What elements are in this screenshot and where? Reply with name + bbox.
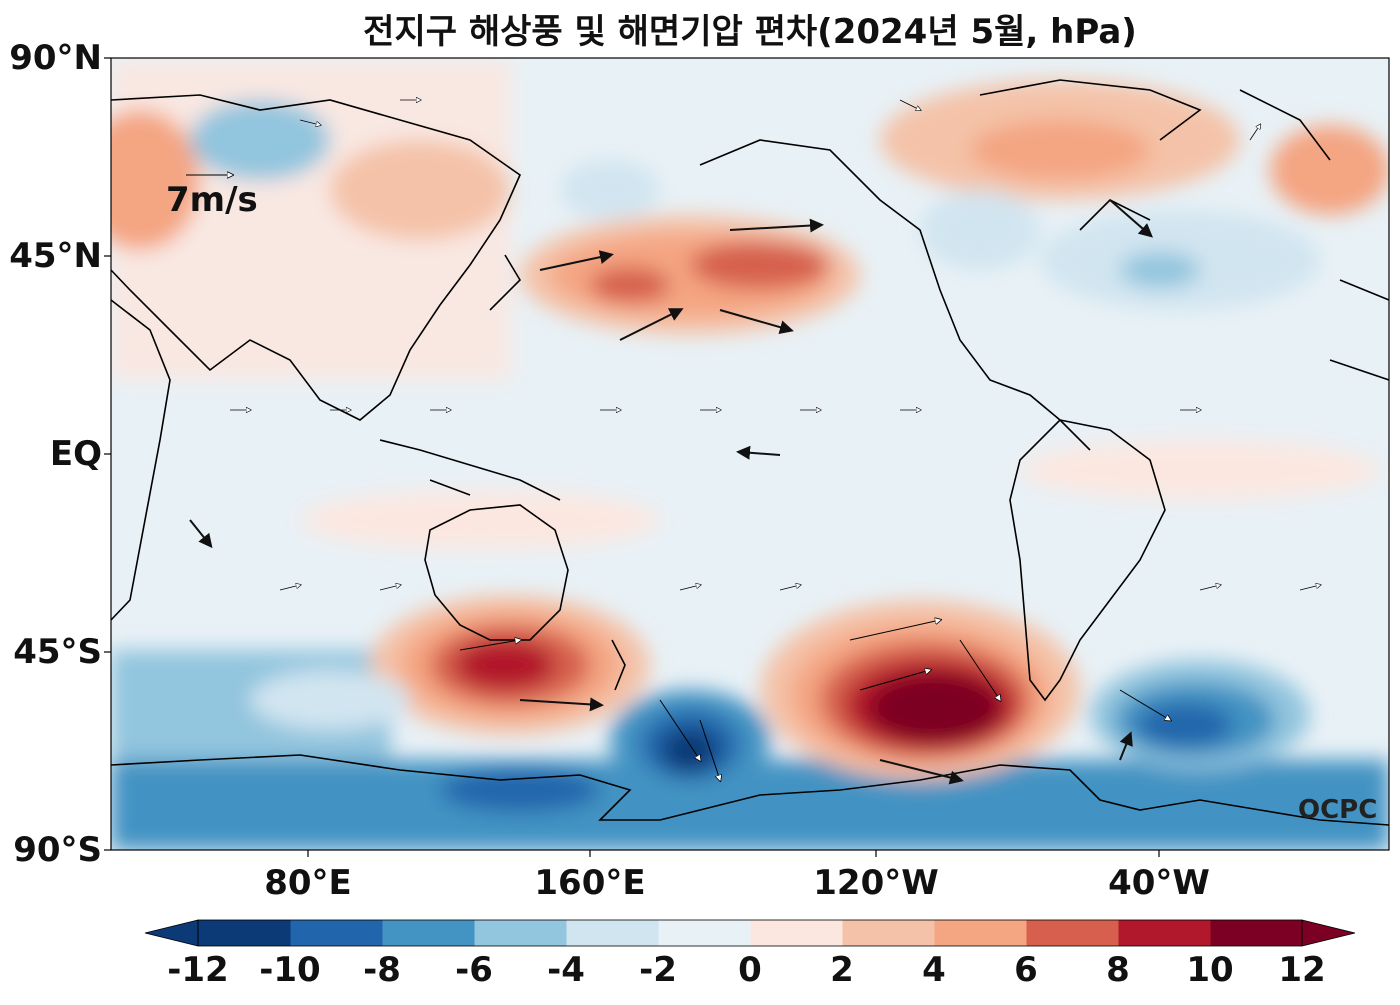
colorbar-tick-label: 10 (1186, 950, 1234, 990)
colorbar-segment (382, 920, 475, 946)
colorbar-segment (750, 920, 843, 946)
colorbar-tick-label: -8 (363, 950, 401, 990)
lat-label-45n: 45°N (9, 236, 102, 276)
colorbar-extend-high (1301, 919, 1356, 947)
lon-label-120w: 120°W (813, 863, 939, 903)
ocpc-watermark: OCPC (1298, 795, 1378, 825)
colorbar-segment (198, 920, 291, 946)
colorbar-tick-label: -2 (639, 950, 677, 990)
wind-vectors (189, 100, 1320, 785)
colorbar-segment (474, 920, 567, 946)
reference-vector-label: 7m/s (166, 180, 258, 220)
lon-label-80e: 80°E (264, 863, 352, 903)
colorbar-tick-label: 12 (1278, 950, 1326, 990)
colorbar (144, 919, 1356, 947)
colorbar-tick-label: -12 (167, 950, 229, 990)
lat-label-eq: EQ (49, 434, 102, 474)
colorbar-segment (1118, 920, 1211, 946)
colorbar-tick-label: -10 (259, 950, 321, 990)
colorbar-tick-label: -4 (547, 950, 585, 990)
colorbar-segment (842, 920, 935, 946)
colorbar-tick-label: 4 (922, 950, 946, 990)
lat-label-90s: 90°S (13, 830, 102, 870)
colorbar-tick-label: 8 (1106, 950, 1130, 990)
colorbar-tick-label: 0 (738, 950, 762, 990)
colorbar-segment (566, 920, 659, 946)
colorbar-segment (658, 920, 751, 946)
lon-label-40w: 40°W (1108, 863, 1210, 903)
lat-label-90n: 90°N (9, 38, 102, 78)
lat-label-45s: 45°S (13, 632, 102, 672)
colorbar-segment (290, 920, 383, 946)
axis-ticks (104, 57, 1160, 857)
colorbar-tick-label: -6 (455, 950, 493, 990)
colorbar-segment (1210, 920, 1303, 946)
lon-label-160e: 160°E (534, 863, 646, 903)
colorbar-segment (934, 920, 1027, 946)
slp-anomaly-field (111, 58, 1389, 850)
colorbar-segment (1026, 920, 1119, 946)
colorbar-extend-low (144, 919, 199, 947)
coastlines (111, 79, 1389, 826)
colorbar-tick-label: 2 (830, 950, 854, 990)
colorbar-tick-label: 6 (1014, 950, 1038, 990)
map-title: 전지구 해상풍 및 해면기압 편차(2024년 5월, hPa) (363, 12, 1137, 52)
